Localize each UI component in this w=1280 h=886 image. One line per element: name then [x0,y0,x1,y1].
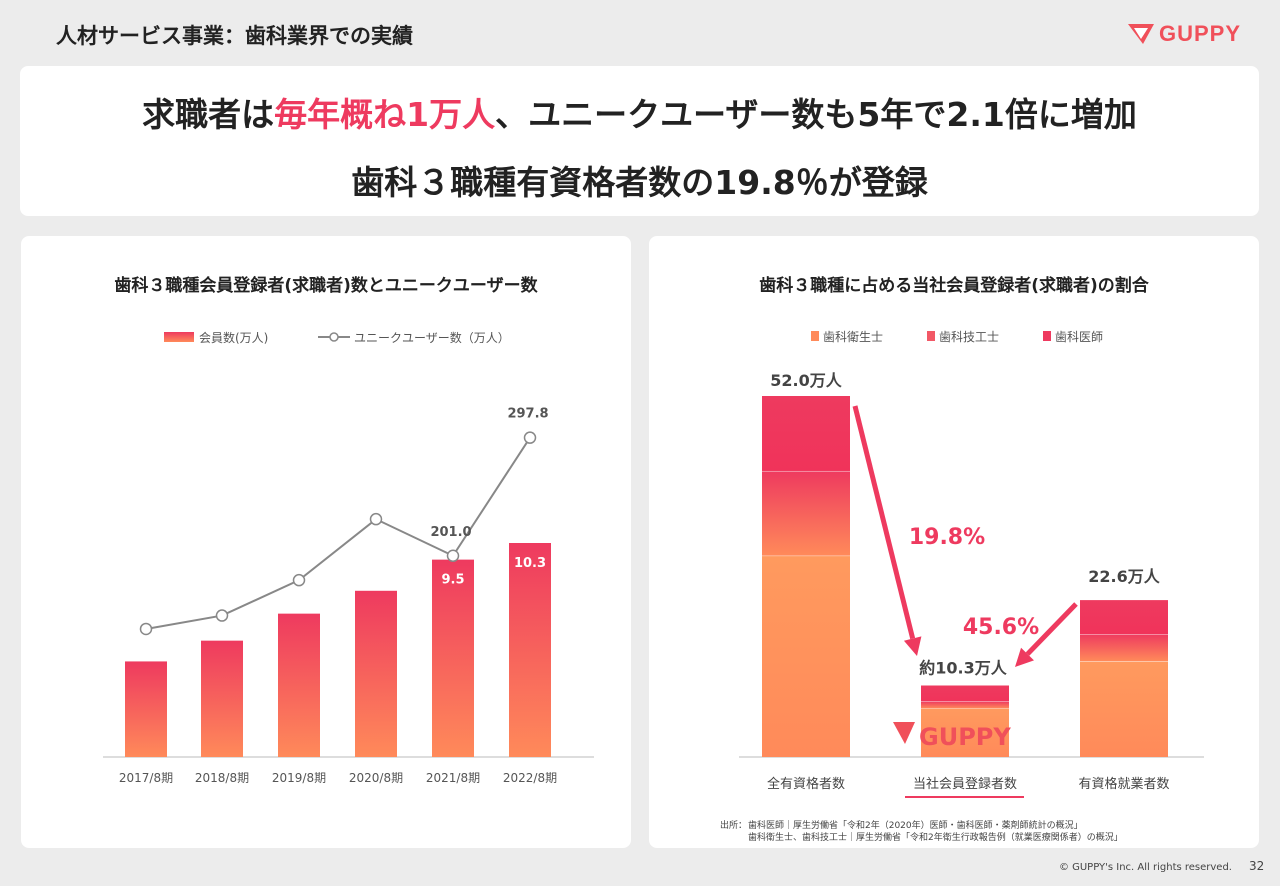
guppy-fish-icon [1128,24,1154,44]
guppy-watermark: GUPPY [893,722,1011,751]
legend-label: 歯科技工士 [939,330,999,344]
bar-member-2019/8期 [278,613,320,757]
legend-line-marker [329,332,339,342]
headline-line-2: 歯科３職種有資格者数の19.8％が登録 [351,163,928,202]
share-annotation-employed: 45.6% [963,615,1039,640]
member-chart-panel: 歯科３職種会員登録者(求職者)数とユニークユーザー数会員数(万人) ユニークユーザ… [21,236,631,848]
x-tick-label: 2020/8期 [349,771,403,785]
x-tick-label: 2018/8期 [195,771,249,785]
arrow-from-employed [1015,602,1078,667]
logo-wordmark: GUPPY [1159,21,1242,46]
source-line: 歯科医師｜厚生労働省「令和2年（2020年）医師・歯科医師・薬剤師統計の概況」 [748,819,1083,831]
x-tick-label: 全有資格者数 [767,776,845,792]
bar-member-2018/8期 [201,640,243,757]
uu-point [292,573,306,587]
uu-label: 201.0 [430,525,471,540]
headline-highlight: 毎年概ね1万人 [274,95,496,134]
headline-line-1: 求職者は毎年概ね1万人、ユニークユーザー数も5年で2.1倍に増加 [20,88,1259,136]
chart-title: 歯科３職種会員登録者(求職者)数とユニークユーザー数 [114,275,538,296]
arrow-to-registered [852,405,922,656]
legend-swatch [1043,331,1051,341]
bar-segment-歯科医師 [1080,600,1168,635]
bar-segment-歯科技工士 [762,470,850,556]
x-tick-label: 2021/8期 [426,771,480,785]
bar-segment-歯科衛生士 [921,708,1009,757]
uu-point [446,549,460,563]
bar-member-2021/8期 [432,559,474,757]
legend-line-label: ユニークユーザー数（万人） [354,330,510,345]
bar-member-2017/8期 [125,661,167,757]
bar-segment-歯科衛生士 [1080,661,1168,757]
bar-member-2022/8期 [509,543,551,757]
bar-segment-歯科技工士 [921,701,1009,709]
x-tick-label: 有資格就業者数 [1078,776,1169,792]
chart-title: 歯科３職種に占める当社会員登録者(求職者)の割合 [759,275,1150,296]
x-tick-label: 2019/8期 [272,771,326,785]
bar-total-label: 52.0万人 [770,371,842,390]
x-tick-label: 当社会員登録者数 [913,776,1017,792]
bar-member-2020/8期 [355,590,397,757]
headline-line-1-pre: 求職者は [142,95,275,134]
legend-swatch [811,331,819,341]
legend-swatch [927,331,935,341]
legend-bar-swatch [164,332,194,342]
bar-segment-歯科技工士 [1080,634,1168,662]
uu-label: 297.8 [507,407,548,422]
bar-segment-歯科医師 [921,685,1009,702]
bar-label: 9.5 [441,573,464,588]
x-tick-label: 2022/8期 [503,771,557,785]
share-annotation-total: 19.8% [909,525,985,550]
uu-point [215,609,229,622]
bar-label: 10.3 [514,556,546,571]
headline-line-1-post: 、ユニークユーザー数も5年で2.1倍に増加 [495,95,1137,134]
copyright: © GUPPY's Inc. All rights reserved. [1058,862,1232,873]
uu-point [369,512,383,526]
bar-segment-歯科医師 [762,396,850,471]
legend-label: 歯科医師 [1055,330,1103,344]
legend-bar-label: 会員数(万人) [199,330,268,345]
bar-total-label: 約10.3万人 [919,658,1007,677]
x-tick-label: 2017/8期 [119,771,173,785]
legend-label: 歯科衛生士 [823,330,883,344]
guppy-logo: GUPPY [1126,18,1266,50]
bar-segment-歯科衛生士 [762,555,850,757]
source-label: 出所： [720,819,747,831]
uu-point [523,431,537,444]
page-title: 人材サービス事業：歯科業界での実績 [56,24,413,48]
bar-total-label: 22.6万人 [1088,567,1160,586]
page-number: 32 [1249,859,1265,873]
uu-line [145,437,531,630]
watermark-text: GUPPY [919,723,1011,751]
uu-point [139,622,153,636]
share-chart-panel: 歯科３職種に占める当社会員登録者(求職者)の割合歯科衛生士 歯科技工士 歯科医師全有… [649,236,1259,848]
source-line: 歯科衛生士、歯科技工士｜厚生労働省「令和2年衛生行政報告例（就業医療関係者）の概… [748,831,1123,843]
headline-box: 求職者は毎年概ね1万人、ユニークユーザー数も5年で2.1倍に増加 歯科３職種有資… [20,66,1259,216]
